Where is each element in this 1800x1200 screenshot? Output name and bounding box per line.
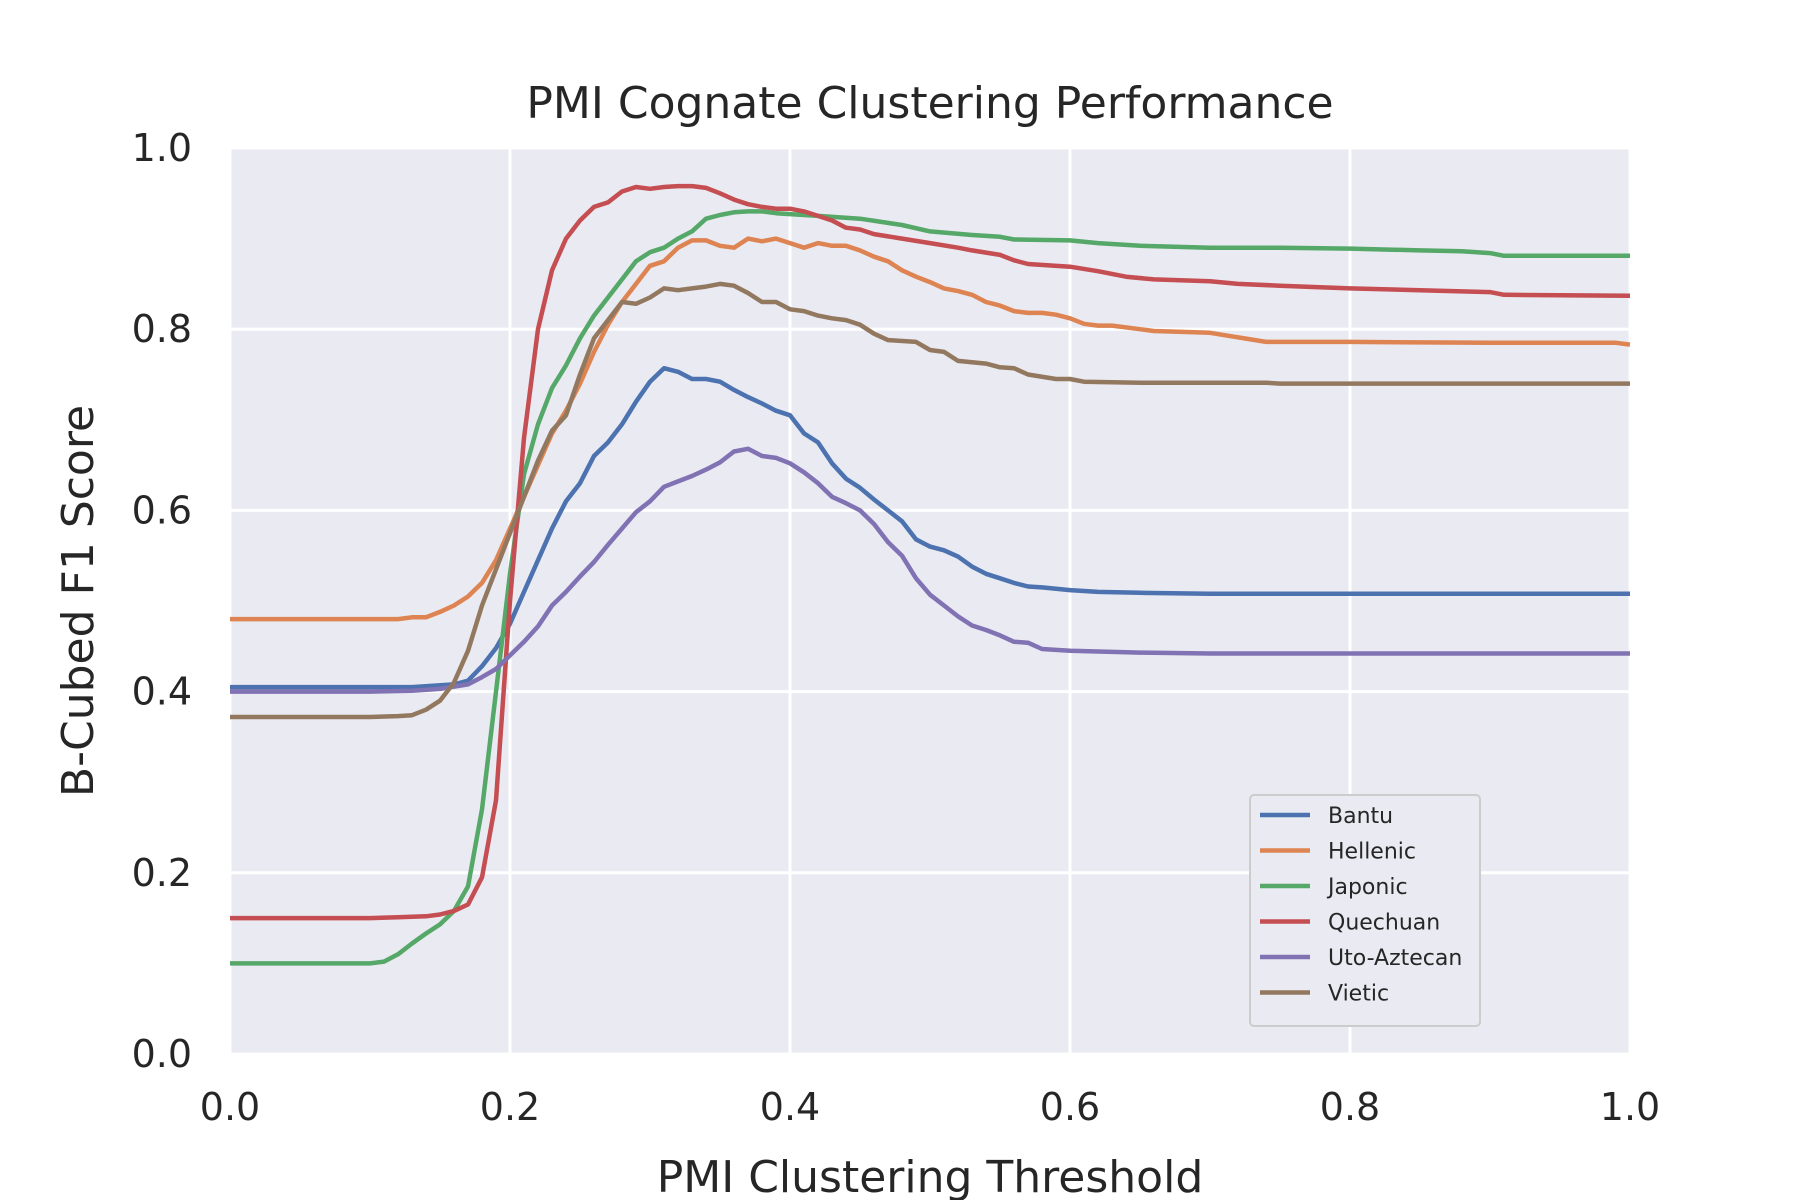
series-line-bantu: [230, 365, 1630, 690]
x-tick-label: 0.2: [480, 1085, 540, 1129]
y-tick-label: 0.2: [132, 851, 192, 895]
x-tick-labels: 0.0 0.2 0.4 0.6 0.8 1.0: [200, 1085, 1660, 1129]
x-tick-label: 0.6: [1040, 1085, 1100, 1129]
legend-label: Quechuan: [1328, 911, 1440, 936]
legend: Bantu Hellenic Japonic Quechuan Uto-Aztecan V…: [1249, 794, 1481, 1027]
x-tick-label: 0.4: [760, 1085, 820, 1129]
y-tick-label: 1.0: [132, 126, 192, 170]
y-tick-label: 0.4: [132, 670, 192, 714]
legend-label: Vietic: [1328, 982, 1389, 1007]
y-axis-label: B-Cubed F1 Score: [53, 405, 104, 797]
chart-title: PMI Cognate Clustering Performance: [526, 78, 1333, 129]
legend-label: Bantu: [1328, 804, 1393, 829]
series-line-quechuan: [230, 183, 1631, 921]
legend-label: Hellenic: [1328, 840, 1416, 865]
y-tick-label: 0.8: [132, 307, 192, 351]
x-tick-label: 0.8: [1320, 1085, 1380, 1129]
series-line-vietic: [230, 281, 1630, 720]
y-tick-label: 0.6: [132, 488, 192, 532]
legend-label: Uto-Aztecan: [1328, 946, 1462, 971]
y-tick-labels: 0.0 0.2 0.4 0.6 0.8 1.0: [132, 126, 192, 1076]
series-line-japonic: [230, 209, 1630, 966]
y-gridlines: [230, 146, 1630, 1056]
x-axis-label: PMI Clustering Threshold: [657, 1152, 1204, 1200]
x-tick-label: 1.0: [1600, 1085, 1660, 1129]
legend-label: Japonic: [1326, 875, 1408, 900]
series-lines: [230, 183, 1631, 966]
y-tick-label: 0.0: [132, 1032, 192, 1076]
series-line-uto-aztecan: [230, 446, 1630, 694]
x-tick-label: 0.0: [200, 1085, 260, 1129]
